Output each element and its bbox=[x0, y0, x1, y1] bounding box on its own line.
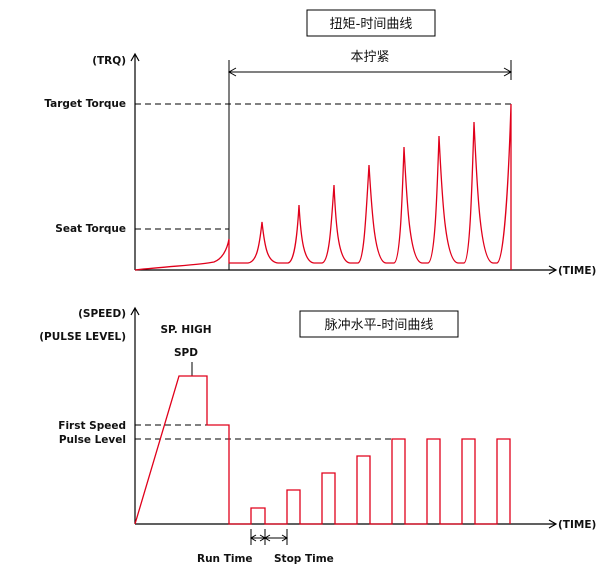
pulse-y-axis-arrow bbox=[130, 306, 140, 316]
stop-time-arrow-right bbox=[281, 534, 288, 542]
pulse-x-label: (TIME) bbox=[558, 519, 596, 531]
first-speed-label: First Speed bbox=[58, 420, 126, 432]
pulse-x-axis-arrow bbox=[548, 519, 558, 529]
span-label: 本拧紧 bbox=[350, 50, 389, 65]
torque-time-chart: 扭矩-时间曲线 (TRQ) (TIME) 本拧紧 Target Torque S… bbox=[44, 9, 596, 277]
torque-y-axis-arrow bbox=[130, 52, 140, 62]
stop-time-arrow-left bbox=[264, 534, 271, 542]
pulse-title-box bbox=[299, 310, 459, 338]
span-right-arrow bbox=[503, 67, 513, 77]
torque-y-label: (TRQ) bbox=[92, 55, 126, 67]
pulse-y-label-level: (PULSE LEVEL) bbox=[39, 331, 126, 343]
torque-x-label: (TIME) bbox=[558, 265, 596, 277]
pulse-level-label: Pulse Level bbox=[59, 434, 126, 446]
target-torque-label: Target Torque bbox=[44, 98, 126, 110]
torque-x-axis-arrow bbox=[548, 265, 558, 275]
torque-curve bbox=[134, 103, 512, 271]
seat-torque-label: Seat Torque bbox=[55, 223, 126, 235]
run-time-label: Run Time bbox=[197, 553, 253, 565]
pulse-title: 脉冲水平-时间曲线 bbox=[325, 318, 434, 333]
sp-high-label-line2: SPD bbox=[174, 347, 198, 359]
pulse-curve bbox=[134, 375, 511, 525]
stop-time-label: Stop Time bbox=[274, 553, 334, 565]
pulse-y-label-speed: (SPEED) bbox=[78, 308, 126, 320]
sp-high-label-line1: SP. HIGH bbox=[160, 324, 211, 336]
torque-title-box bbox=[306, 9, 436, 37]
pulse-time-chart: 脉冲水平-时间曲线 (SPEED) (PULSE LEVEL) (TIME) S… bbox=[39, 306, 596, 565]
run-time-arrow-left bbox=[250, 534, 257, 542]
torque-title: 扭矩-时间曲线 bbox=[330, 17, 413, 32]
timing-markers bbox=[250, 529, 288, 545]
